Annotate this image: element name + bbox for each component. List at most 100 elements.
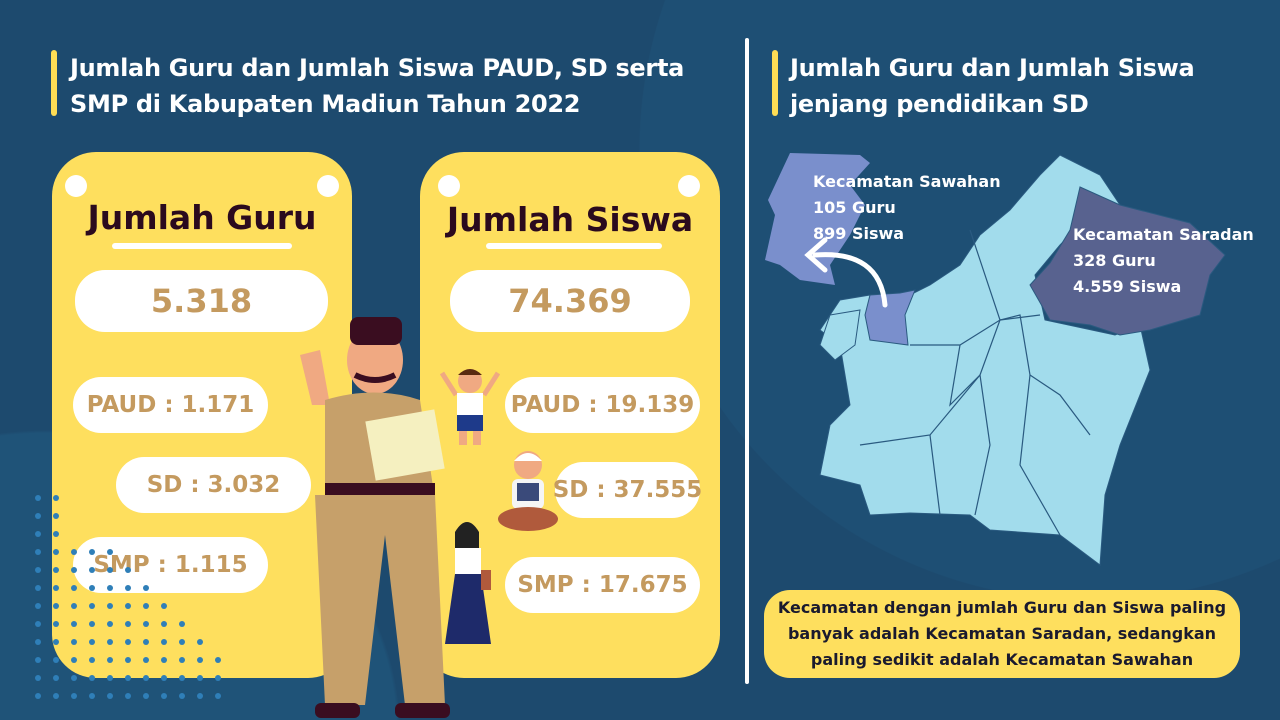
pattern-dot — [107, 639, 113, 645]
pattern-dot — [215, 693, 221, 699]
guru-total: 5.318 — [75, 270, 328, 332]
pattern-dot — [89, 549, 95, 555]
arrow-icon — [812, 252, 888, 308]
pattern-dot — [107, 567, 113, 573]
pattern-dot — [161, 639, 167, 645]
card-hole — [438, 175, 460, 197]
pattern-dot — [35, 549, 41, 555]
pattern-dot — [197, 639, 203, 645]
pattern-dot — [53, 531, 59, 537]
left-title-line2: SMP di Kabupaten Madiun Tahun 2022 — [70, 90, 581, 118]
card-hole — [65, 175, 87, 197]
sawahan-name: Kecamatan Sawahan — [813, 172, 1001, 191]
pattern-dot — [161, 657, 167, 663]
guru-smp: SMP : 1.115 — [73, 537, 268, 593]
pattern-dot — [35, 585, 41, 591]
pattern-dot — [179, 621, 185, 627]
pattern-dot — [143, 639, 149, 645]
pattern-dot — [53, 621, 59, 627]
teacher-illustration — [300, 317, 450, 718]
conclusion-note: Kecamatan dengan jumlah Guru dan Siswa p… — [764, 590, 1240, 678]
map-region-sawahan-south — [864, 289, 916, 346]
right-title-line2: jenjang pendidikan SD — [790, 90, 1089, 118]
title-underline — [486, 243, 662, 249]
pattern-dot — [35, 567, 41, 573]
section-divider — [745, 38, 749, 684]
pattern-dot — [125, 639, 131, 645]
pattern-dot — [53, 657, 59, 663]
pattern-dot — [53, 639, 59, 645]
title-accent-bar — [51, 50, 57, 116]
pattern-dot — [107, 621, 113, 627]
pattern-dot — [107, 657, 113, 663]
sawahan-siswa: 899 Siswa — [813, 224, 905, 243]
pattern-dot — [89, 621, 95, 627]
pattern-dot — [107, 603, 113, 609]
pattern-dot — [35, 603, 41, 609]
title-underline — [112, 243, 292, 249]
map-region-saradan — [1029, 186, 1226, 336]
pattern-dot — [35, 621, 41, 627]
left-title: Jumlah Guru dan Jumlah Siswa PAUD, SD se… — [70, 50, 730, 122]
pattern-dot — [125, 621, 131, 627]
right-title: Jumlah Guru dan Jumlah Siswa jenjang pen… — [790, 50, 1260, 122]
saradan-name: Kecamatan Saradan — [1073, 225, 1254, 244]
pattern-dot — [89, 585, 95, 591]
pattern-dot — [71, 693, 77, 699]
card-hole — [678, 175, 700, 197]
pattern-dot — [143, 621, 149, 627]
pattern-dot — [71, 657, 77, 663]
pattern-dot — [71, 675, 77, 681]
pattern-dot — [215, 657, 221, 663]
pattern-dot — [89, 657, 95, 663]
card-hole — [317, 175, 339, 197]
madiun-map — [765, 153, 1226, 566]
siswa-sd: SD : 37.555 — [553, 462, 702, 518]
pattern-dot — [197, 675, 203, 681]
pattern-dot — [107, 693, 113, 699]
pattern-dot — [125, 693, 131, 699]
pattern-dot — [125, 567, 131, 573]
pattern-dot — [35, 657, 41, 663]
pattern-dot — [161, 675, 167, 681]
pattern-dot — [215, 675, 221, 681]
pattern-dot — [161, 603, 167, 609]
pattern-dot — [35, 639, 41, 645]
arrow-head-icon — [804, 237, 828, 273]
pattern-dot — [125, 603, 131, 609]
pattern-dot — [35, 495, 41, 501]
pattern-dot — [89, 639, 95, 645]
pattern-dot — [143, 585, 149, 591]
right-title-line1: Jumlah Guru dan Jumlah Siswa — [790, 54, 1195, 82]
pattern-dot — [53, 567, 59, 573]
pattern-dot — [53, 495, 59, 501]
pattern-dot — [35, 693, 41, 699]
guru-paud: PAUD : 1.171 — [73, 377, 268, 433]
map-region-sawahan — [765, 153, 870, 285]
pattern-dot — [125, 675, 131, 681]
pattern-dot — [53, 675, 59, 681]
siswa-paud: PAUD : 19.139 — [505, 377, 700, 433]
pattern-dot — [143, 693, 149, 699]
guru-sd: SD : 3.032 — [116, 457, 311, 513]
siswa-smp: SMP : 17.675 — [505, 557, 700, 613]
pattern-dot — [107, 549, 113, 555]
title-accent-bar — [772, 50, 778, 116]
pattern-dot — [197, 693, 203, 699]
pattern-dot — [53, 603, 59, 609]
pattern-dot — [161, 621, 167, 627]
pattern-dot — [35, 513, 41, 519]
student-reading-illustration — [498, 451, 558, 531]
pattern-dot — [143, 657, 149, 663]
pattern-dot — [53, 693, 59, 699]
pattern-dot — [161, 693, 167, 699]
sawahan-label: Kecamatan Sawahan 105 Guru 899 Siswa — [813, 169, 1001, 247]
pattern-dot — [197, 657, 203, 663]
pattern-dot — [179, 657, 185, 663]
pattern-dot — [143, 603, 149, 609]
pattern-dot — [89, 675, 95, 681]
pattern-dot — [89, 567, 95, 573]
siswa-card-title: Jumlah Siswa — [446, 200, 694, 239]
pattern-dot — [143, 675, 149, 681]
dot-pattern-decoration — [35, 495, 221, 699]
